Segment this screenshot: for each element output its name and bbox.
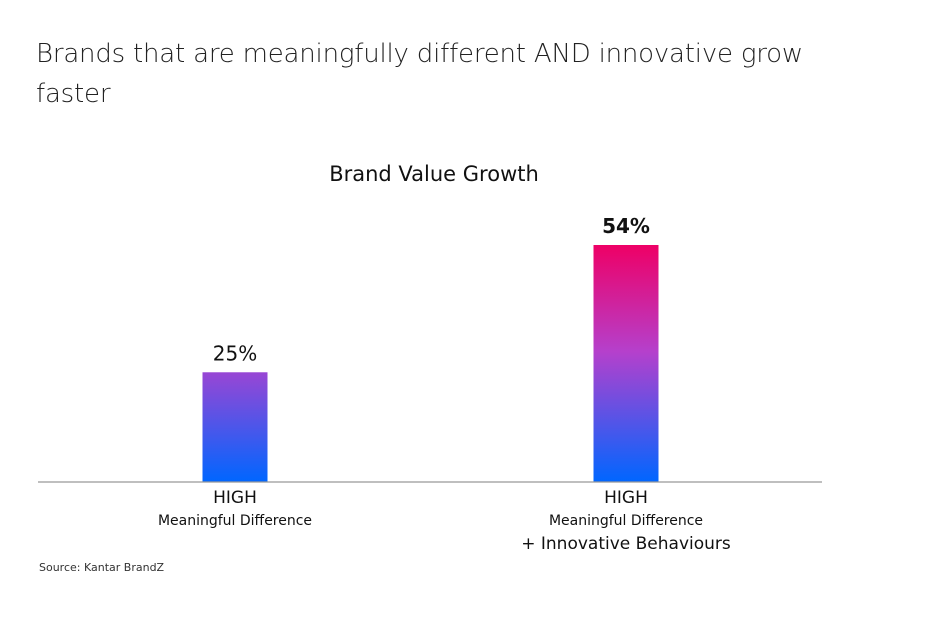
- headline: Brands that are meaningfully different A…: [36, 39, 803, 109]
- category-label-2-line1: HIGH: [604, 488, 648, 508]
- category-label-1-line2: Meaningful Difference: [158, 513, 312, 529]
- category-label-2-line3: + Innovative Behaviours: [521, 534, 731, 554]
- category-label-1-line1: HIGH: [213, 488, 257, 508]
- bar-1: [202, 372, 268, 482]
- category-label-2-line2: Meaningful Difference: [549, 513, 703, 529]
- data-label-2: 54%: [602, 214, 650, 238]
- data-label-1: 25%: [213, 341, 257, 365]
- source-note: Source: Kantar BrandZ: [39, 561, 165, 574]
- chart-title: Brand Value Growth: [329, 162, 539, 186]
- bar-2: [593, 245, 659, 482]
